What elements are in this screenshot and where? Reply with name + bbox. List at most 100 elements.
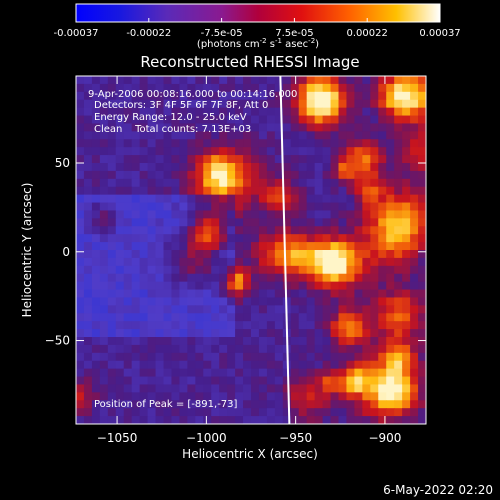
heatmap-cell — [386, 408, 395, 417]
heatmap-cell — [290, 163, 300, 172]
heatmap-cell — [107, 194, 117, 204]
heatmap-cell — [274, 76, 284, 85]
heatmap-cell — [155, 281, 164, 291]
heatmap-cell — [243, 408, 252, 417]
heatmap-cell — [394, 178, 403, 188]
heatmap-cell — [314, 250, 324, 259]
heatmap-cell — [155, 242, 164, 251]
heatmap-cell — [402, 416, 411, 424]
heatmap-cell — [131, 384, 141, 393]
heatmap-cell — [386, 297, 395, 306]
heatmap-cell — [227, 360, 236, 370]
heatmap-cell — [227, 139, 236, 148]
heatmap-cell — [211, 392, 220, 401]
heatmap-cell — [330, 91, 339, 101]
heatmap-cell — [235, 376, 244, 385]
heatmap-cell — [338, 131, 347, 140]
heatmap-cell — [251, 352, 260, 362]
heatmap-cell — [155, 384, 164, 393]
heatmap-cell — [370, 83, 379, 93]
heatmap-cell — [386, 99, 395, 109]
heatmap-cell — [91, 368, 101, 378]
heatmap-cell — [163, 131, 172, 140]
heatmap-cell — [266, 234, 276, 243]
heatmap-cell — [155, 115, 164, 124]
heatmap-cell — [306, 344, 316, 354]
heatmap-cell — [282, 194, 292, 204]
heatmap-cell — [99, 360, 109, 370]
heatmap-cell — [139, 250, 149, 259]
heatmap-cell — [330, 123, 339, 132]
heatmap-cell — [338, 210, 347, 219]
heatmap-cell — [147, 123, 157, 132]
heatmap-cell — [219, 186, 228, 196]
heatmap-cell — [322, 368, 332, 378]
heatmap-cell — [274, 344, 284, 354]
heatmap-cell — [290, 147, 300, 156]
heatmap-cell — [274, 226, 284, 235]
heatmap-cell — [354, 273, 363, 283]
heatmap-cell — [410, 289, 419, 298]
heatmap-cell — [139, 139, 149, 148]
heatmap-cell — [195, 170, 204, 180]
heatmap-cell — [219, 257, 228, 267]
heatmap-cell — [76, 384, 85, 393]
heatmap-cell — [203, 155, 212, 164]
heatmap-cell — [243, 360, 252, 370]
heatmap-cell — [370, 123, 379, 132]
heatmap-cell — [171, 392, 180, 401]
heatmap-cell — [171, 131, 180, 140]
heatmap-cell — [402, 408, 411, 417]
heatmap-cell — [147, 91, 157, 101]
heatmap-cell — [251, 257, 260, 267]
heatmap-cell — [251, 76, 260, 85]
heatmap-cell — [274, 400, 284, 409]
heatmap-cell — [370, 115, 379, 124]
heatmap-cell — [131, 352, 141, 362]
heatmap-cell — [76, 115, 85, 124]
heatmap-cell — [187, 289, 196, 298]
heatmap-cell — [115, 242, 125, 251]
heatmap-cell — [179, 368, 188, 378]
heatmap-cell — [330, 194, 339, 204]
heatmap-cell — [235, 210, 244, 219]
heatmap-cell — [235, 155, 244, 164]
heatmap-cell — [354, 76, 363, 85]
heatmap-cell — [83, 210, 93, 219]
heatmap-cell — [187, 360, 196, 370]
heatmap-cell — [251, 273, 260, 283]
heatmap-cell — [187, 297, 196, 306]
heatmap-cell — [266, 329, 276, 338]
heatmap-cell — [107, 384, 117, 393]
heatmap-cell — [83, 123, 93, 132]
heatmap-cell — [83, 384, 93, 393]
heatmap-cell — [346, 147, 355, 156]
heatmap-cell — [402, 139, 411, 148]
heatmap-cell — [410, 178, 419, 188]
heatmap-cell — [107, 305, 117, 314]
heatmap-cell — [354, 155, 363, 164]
heatmap-cell — [251, 178, 260, 188]
heatmap-cell — [306, 257, 316, 267]
heatmap-cell — [147, 210, 157, 219]
heatmap-cell — [76, 281, 85, 291]
heatmap-cell — [370, 352, 379, 362]
heatmap-cell — [386, 289, 395, 298]
heatmap-cell — [322, 131, 332, 140]
heatmap-cell — [203, 368, 212, 378]
heatmap-cell — [227, 344, 236, 354]
heatmap-cell — [362, 289, 371, 298]
heatmap-cell — [227, 297, 236, 306]
heatmap-cell — [258, 155, 268, 164]
heatmap-cell — [306, 368, 316, 378]
heatmap-cell — [147, 202, 157, 211]
heatmap-cell — [258, 139, 268, 148]
heatmap-cell — [219, 115, 228, 124]
heatmap-cell — [171, 321, 180, 330]
heatmap-cell — [322, 194, 332, 204]
heatmap-cell — [179, 194, 188, 204]
heatmap-cell — [306, 99, 316, 109]
heatmap-cell — [115, 376, 125, 385]
heatmap-cell — [187, 337, 196, 346]
heatmap-cell — [147, 273, 157, 283]
